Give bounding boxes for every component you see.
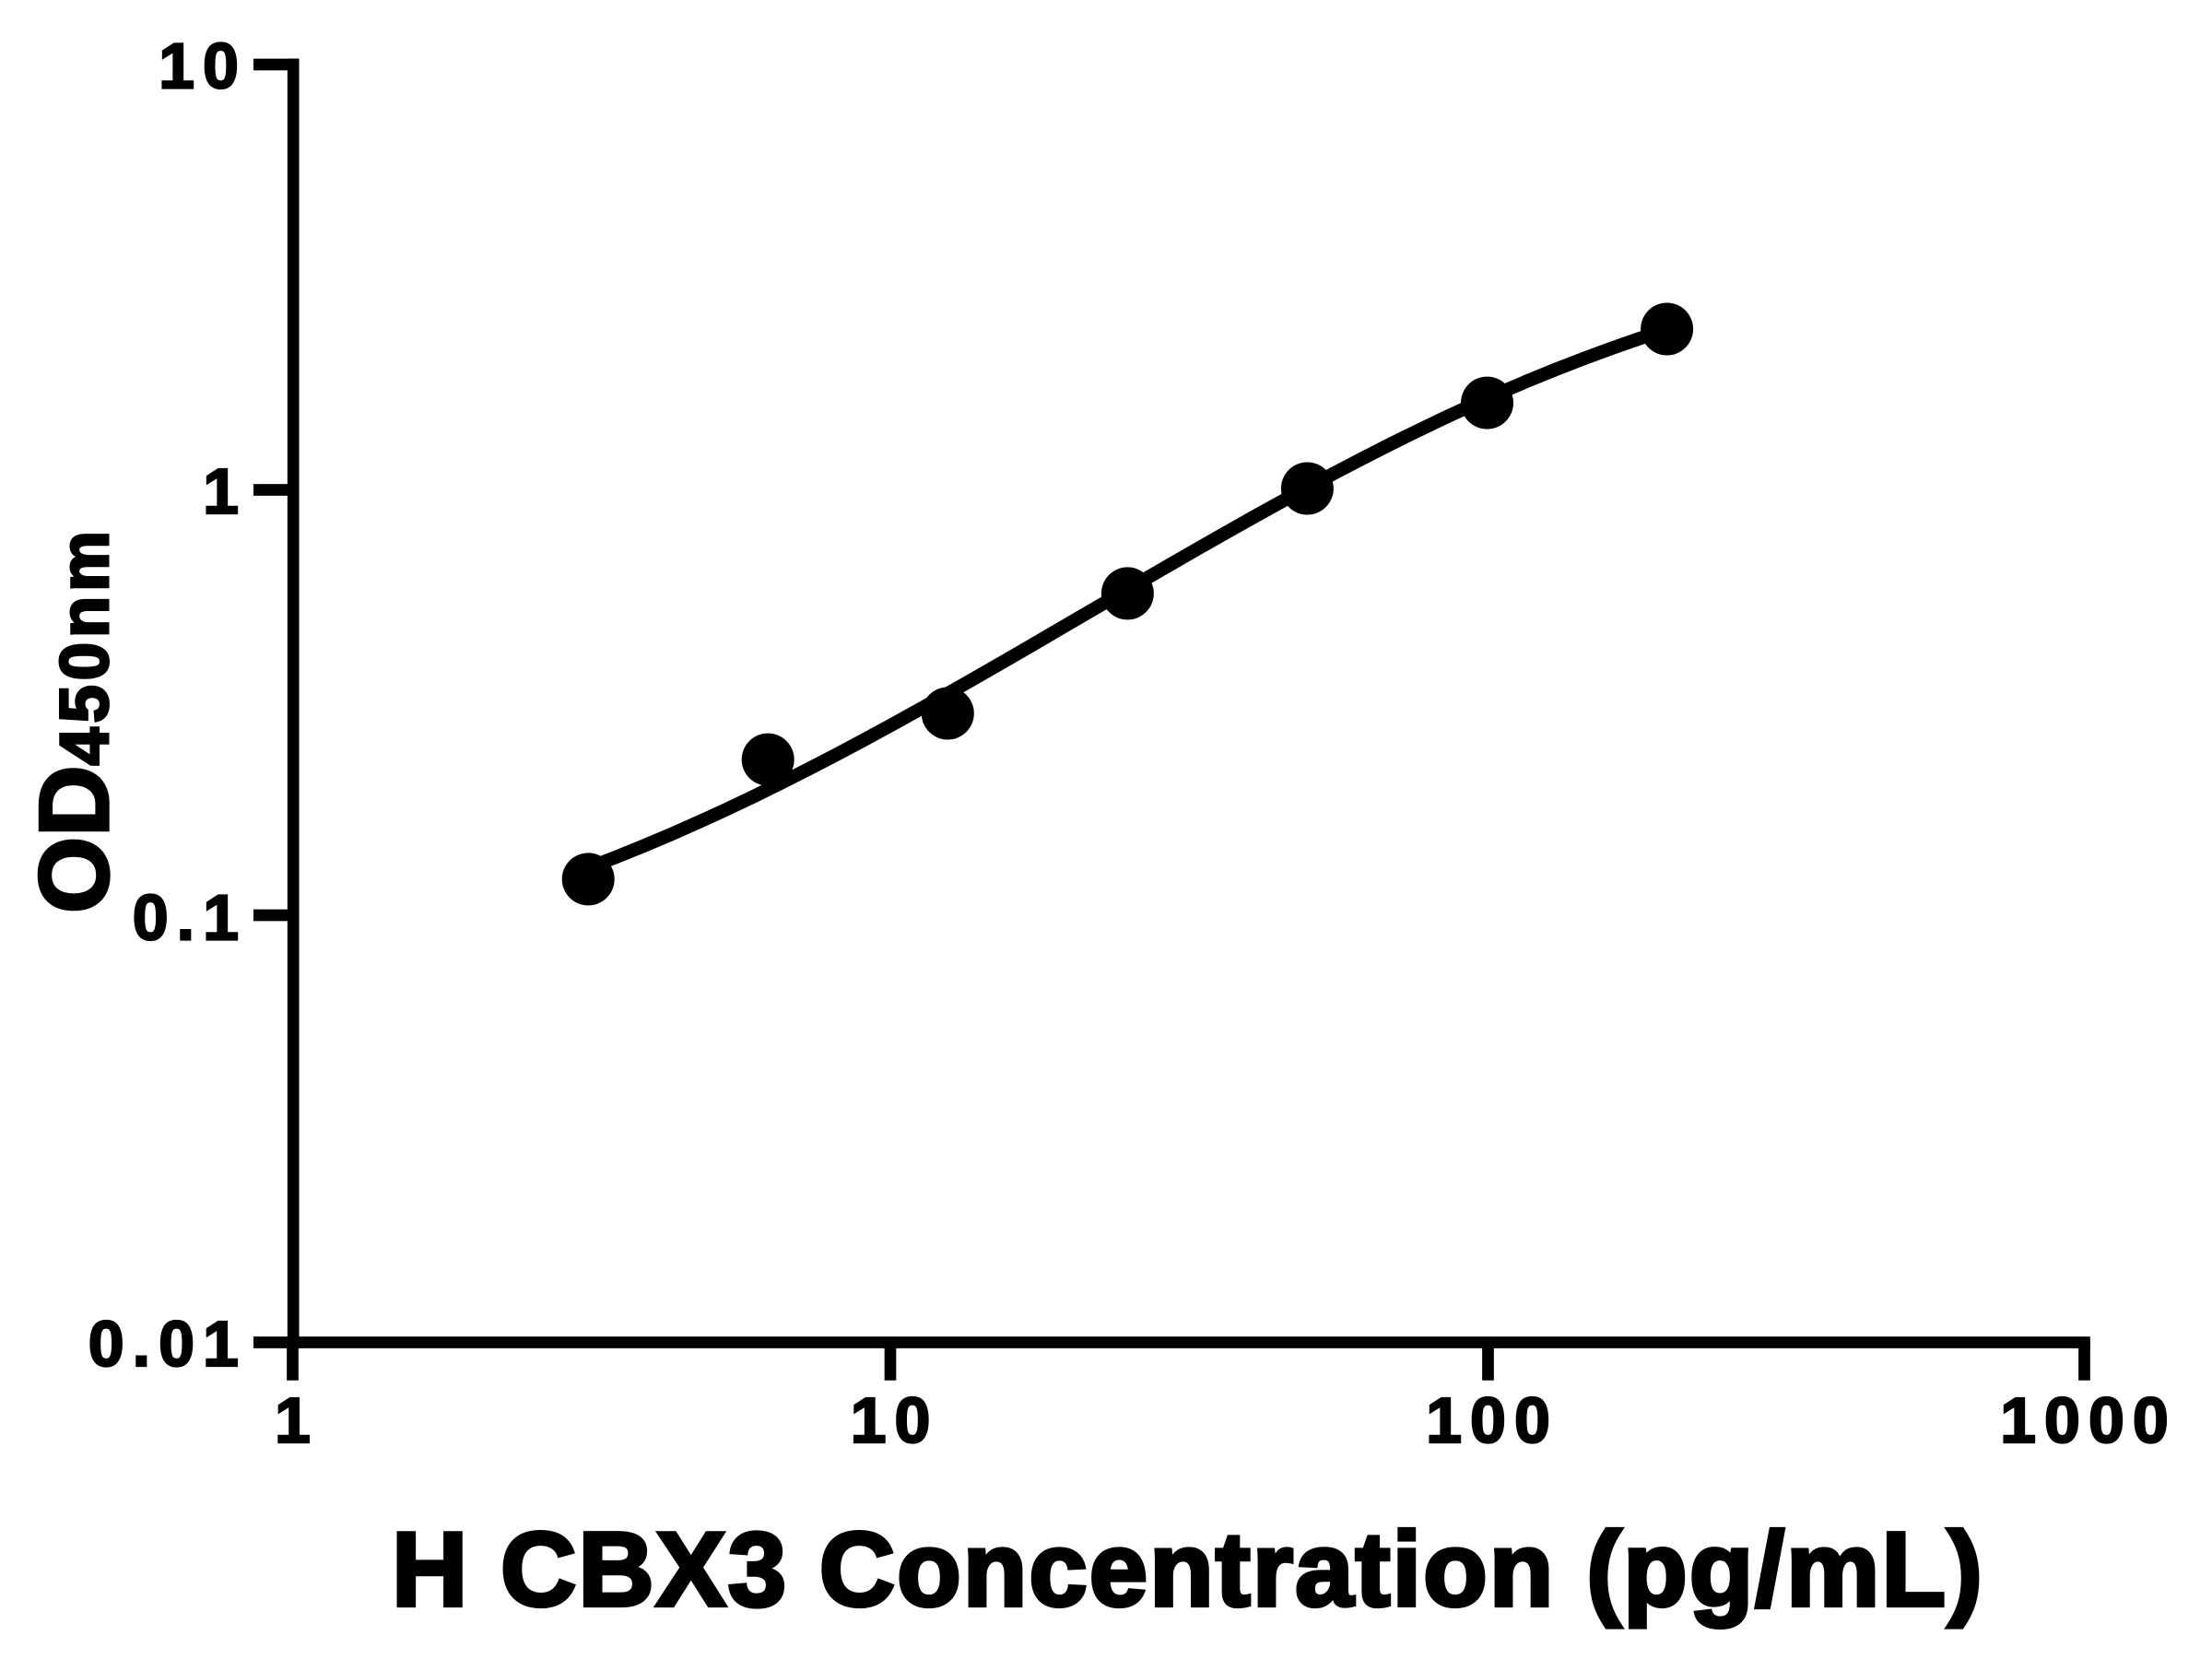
svg-text:1: 1 [275,1384,319,1456]
svg-text:10: 10 [851,1384,939,1456]
svg-text:100: 100 [1426,1384,1559,1456]
svg-text:0.1: 0.1 [133,882,247,954]
svg-text:10: 10 [159,30,247,102]
svg-text:1: 1 [203,455,247,527]
svg-text:1000: 1000 [2000,1384,2177,1456]
svg-text:OD450nm: OD450nm [18,526,129,913]
svg-text:H CBX3 Concentration (pg/mL): H CBX3 Concentration (pg/mL) [392,1512,1984,1629]
svg-text:0.01: 0.01 [88,1308,247,1380]
